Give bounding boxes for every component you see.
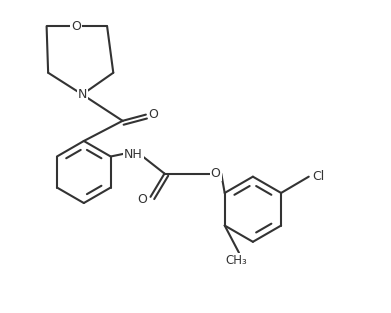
Text: O: O bbox=[149, 108, 159, 121]
Text: O: O bbox=[137, 193, 147, 207]
Text: NH: NH bbox=[124, 148, 143, 162]
Text: CH₃: CH₃ bbox=[225, 254, 247, 267]
Text: N: N bbox=[77, 88, 87, 101]
Text: Cl: Cl bbox=[312, 170, 324, 183]
Text: O: O bbox=[71, 20, 81, 33]
Text: O: O bbox=[211, 167, 221, 180]
